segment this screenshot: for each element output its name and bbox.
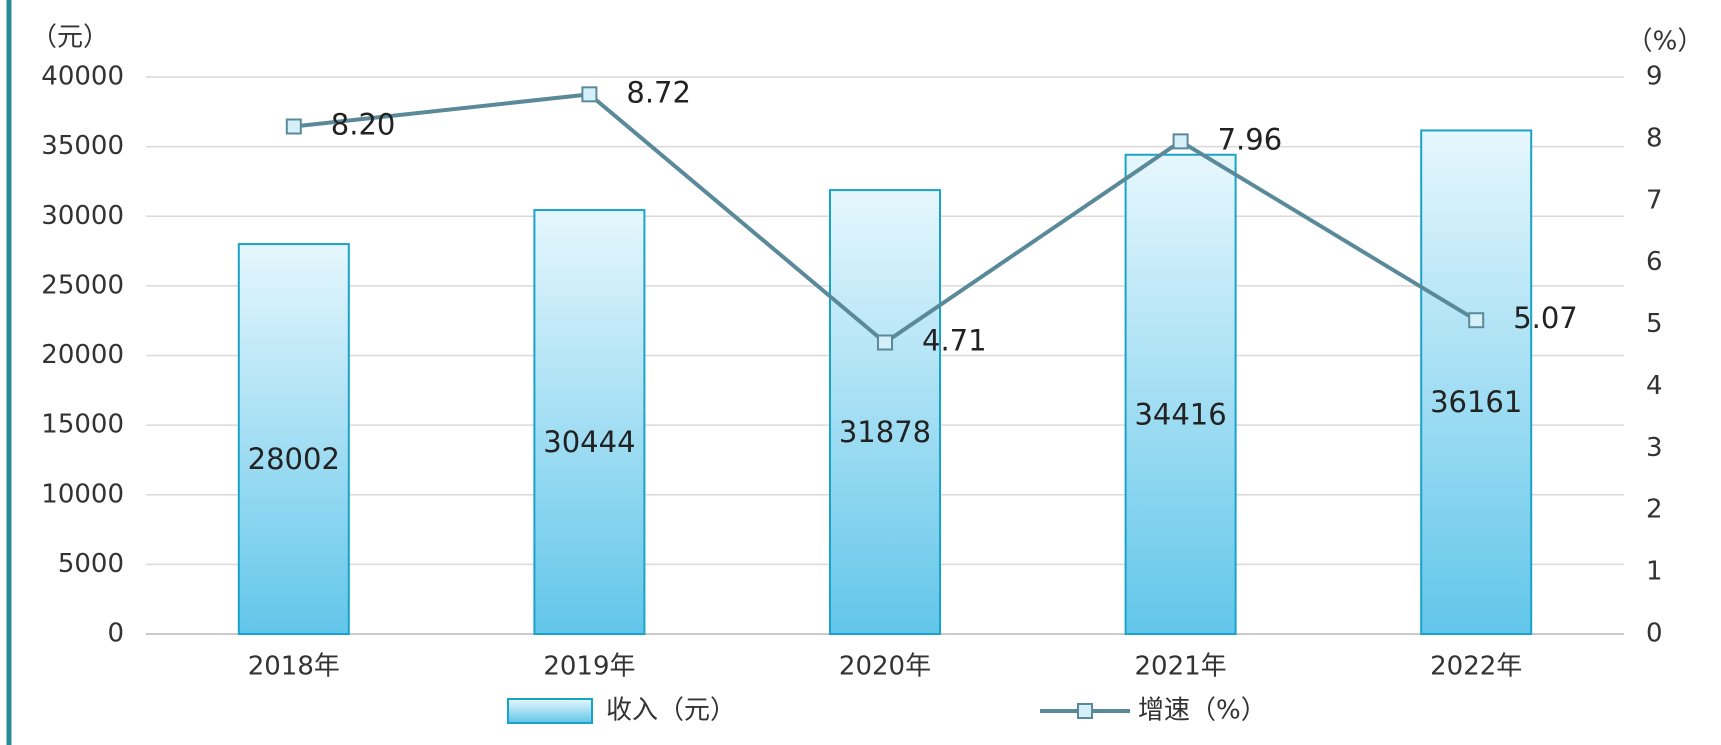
y2-tick-label: 6 (1646, 247, 1663, 277)
y2-tick-label: 8 (1646, 123, 1663, 153)
bar (829, 189, 941, 635)
legend-swatch-marker (1077, 703, 1093, 719)
y-tick-label: 10000 (41, 479, 124, 509)
y-tick-label: 30000 (41, 201, 124, 231)
x-tick-label: 2020年 (839, 652, 931, 682)
y2-tick-label: 2 (1646, 495, 1663, 525)
y2-axis-unit: （%） (1627, 27, 1704, 57)
y2-tick-label: 9 (1646, 62, 1663, 92)
y2-tick-label: 0 (1646, 619, 1663, 649)
bar-value-label: 34416 (1134, 397, 1226, 431)
y-tick-label: 0 (107, 619, 124, 649)
line-marker (877, 334, 893, 351)
legend-label: 收入（元） (606, 696, 736, 726)
bar (533, 209, 646, 636)
line-value-label: 7.96 (1218, 122, 1283, 156)
y-tick-label: 40000 (41, 62, 124, 92)
y-tick-label: 5000 (58, 549, 124, 579)
line-marker (1172, 133, 1189, 150)
x-tick-label: 2022年 (1430, 652, 1522, 682)
bar-value-label: 28002 (248, 442, 340, 476)
bar-value-label: 36161 (1430, 385, 1522, 419)
y2-tick-label: 7 (1646, 185, 1663, 215)
bar-value-label: 30444 (543, 425, 635, 459)
line-marker (581, 86, 598, 103)
line-marker (285, 118, 302, 135)
x-tick-label: 2019年 (543, 652, 635, 682)
y2-tick-label: 4 (1646, 371, 1663, 401)
legend-swatch (507, 698, 593, 724)
bar-value-label: 31878 (839, 415, 931, 449)
line-value-label: 4.71 (922, 324, 987, 358)
y-tick-label: 35000 (41, 131, 124, 161)
line-value-label: 8.72 (626, 75, 691, 109)
bar (237, 243, 350, 635)
line-marker (1468, 312, 1485, 329)
bar (1420, 129, 1533, 635)
y-tick-label: 20000 (41, 340, 124, 370)
line-value-label: 8.20 (331, 108, 396, 142)
line-value-label: 5.07 (1513, 301, 1578, 335)
y2-tick-label: 1 (1646, 557, 1663, 587)
x-tick-label: 2021年 (1135, 652, 1227, 682)
legend-label: 增速（%） (1138, 696, 1267, 726)
y-tick-label: 25000 (41, 270, 124, 300)
y2-tick-label: 3 (1646, 433, 1663, 463)
bar (1124, 153, 1237, 635)
y-axis-unit: （元） (31, 23, 109, 53)
y-tick-label: 15000 (41, 410, 124, 440)
y2-tick-label: 5 (1646, 309, 1663, 339)
x-tick-label: 2018年 (248, 652, 340, 682)
